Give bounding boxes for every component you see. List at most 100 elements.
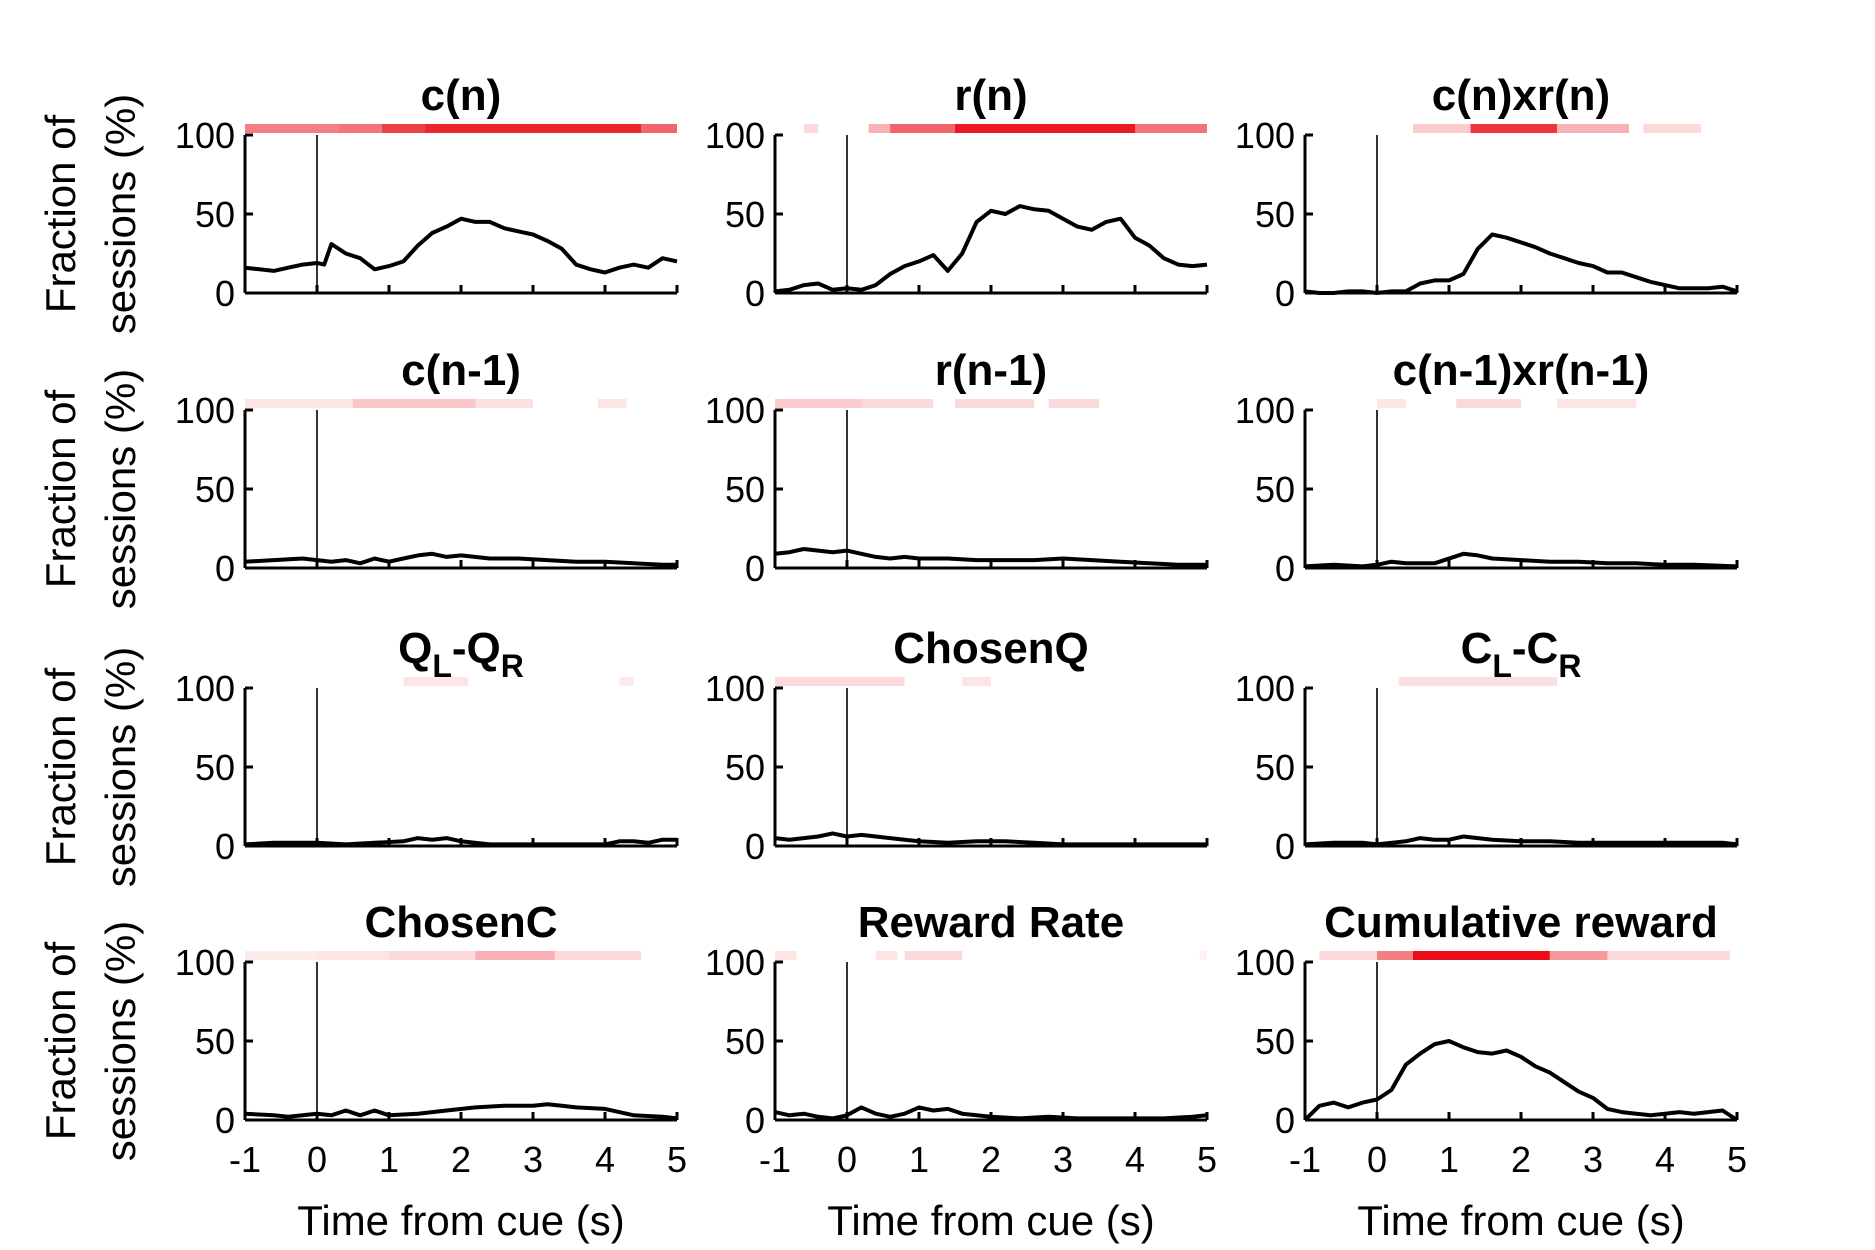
significance-segment	[1557, 124, 1629, 133]
y-tick-label: 100	[705, 942, 765, 983]
y-tick-label: 0	[215, 826, 235, 867]
x-tick-label: 1	[909, 1139, 929, 1180]
y-tick-label: 50	[1255, 1021, 1295, 1062]
significance-segment	[962, 677, 991, 686]
x-tick-label: 1	[379, 1139, 399, 1180]
y-tick-label: 50	[195, 194, 235, 235]
panel-title: CL-CR	[1461, 624, 1582, 684]
x-tick-label: 4	[1655, 1139, 1675, 1180]
significance-segment	[1549, 951, 1608, 960]
significance-segment	[890, 124, 955, 133]
series-line	[1304, 232, 1738, 295]
y-tick-label: 50	[1255, 469, 1295, 510]
significance-segment	[775, 677, 905, 686]
y-tick-label: 0	[215, 1100, 235, 1141]
significance-segment	[1048, 399, 1099, 408]
y-tick-label: 0	[215, 273, 235, 314]
significance-segment	[641, 124, 677, 133]
y-axis-title-line2: sessions (%)	[97, 94, 144, 334]
y-tick-label: 0	[1275, 548, 1295, 589]
y-tick-label: 100	[175, 668, 235, 709]
series-line	[244, 1102, 678, 1121]
significance-segment	[1557, 399, 1637, 408]
panel-1: r(n) 0 50 100	[705, 71, 1209, 314]
x-tick-label: 2	[981, 1139, 1001, 1180]
panel-8: CL-CR 0 50 100	[1235, 624, 1739, 867]
y-axis-title-line2: sessions (%)	[97, 369, 144, 609]
x-tick-label: 3	[523, 1139, 543, 1180]
panel-title: QL-QR	[398, 624, 524, 684]
y-tick-label: 100	[705, 390, 765, 431]
significance-segment	[317, 951, 389, 960]
y-tick-label: 100	[175, 942, 235, 983]
y-tick-label: 50	[1255, 194, 1295, 235]
series-line	[774, 547, 1207, 567]
series-line	[1304, 551, 1738, 569]
significance-segment	[1607, 951, 1730, 960]
significance-segment	[775, 399, 862, 408]
panel-title: c(n-1)	[401, 346, 521, 395]
x-tick-label: 0	[307, 1139, 327, 1180]
y-tick-label: 100	[705, 115, 765, 156]
series-line	[1304, 834, 1738, 847]
significance-segment	[1643, 124, 1701, 133]
panel-title: r(n)	[954, 71, 1027, 120]
series-line	[244, 551, 677, 567]
significance-segment	[955, 124, 1135, 133]
y-tick-label: 50	[725, 194, 765, 235]
panel-0: c(n) 0 50 100	[175, 71, 679, 314]
panel-title: c(n)	[421, 71, 502, 120]
y-axis-labels: Fraction of sessions (%) Fraction of sessio…	[37, 94, 144, 1161]
x-tick-label: 4	[1125, 1139, 1145, 1180]
x-tick-label: 5	[667, 1139, 687, 1180]
significance-segment	[353, 399, 476, 408]
x-tick-label: 0	[1367, 1139, 1387, 1180]
significance-segment	[245, 951, 317, 960]
series-line	[774, 204, 1208, 294]
significance-segment	[1377, 951, 1413, 960]
x-axis-title: Time from cue (s)	[827, 1197, 1154, 1244]
panel-5: c(n-1)xr(n-1) 0 50 100	[1235, 346, 1739, 589]
significance-segment	[875, 951, 898, 960]
panel-title: ChosenC	[364, 898, 557, 947]
y-tick-label: 50	[195, 747, 235, 788]
x-tick-label: -1	[759, 1139, 791, 1180]
significance-segment	[403, 677, 469, 686]
y-tick-label: 0	[745, 1100, 765, 1141]
y-axis-title-line2: sessions (%)	[97, 647, 144, 887]
panel-title: r(n-1)	[935, 346, 1047, 395]
significance-segment	[597, 399, 627, 408]
series-line	[1303, 1039, 1739, 1122]
panel-2: c(n)xr(n) 0 50 100	[1235, 71, 1739, 314]
y-tick-label: 0	[745, 273, 765, 314]
y-tick-label: 50	[195, 469, 235, 510]
y-tick-label: 100	[705, 668, 765, 709]
significance-segment	[775, 951, 797, 960]
y-tick-label: 100	[1235, 668, 1295, 709]
y-tick-label: 50	[725, 1021, 765, 1062]
significance-segment	[1319, 951, 1377, 960]
panel-3: c(n-1) 0 50 100	[175, 346, 679, 589]
significance-segment	[1377, 399, 1406, 408]
significance-segment	[1135, 124, 1207, 133]
panel-title: ChosenQ	[893, 624, 1089, 673]
y-tick-label: 0	[1275, 826, 1295, 867]
significance-segment	[245, 399, 353, 408]
panel-title: Cumulative reward	[1324, 898, 1718, 947]
y-tick-label: 0	[1275, 273, 1295, 314]
significance-segment	[955, 399, 1035, 408]
y-tick-label: 100	[1235, 942, 1295, 983]
y-tick-label: 50	[725, 747, 765, 788]
x-tick-label: 3	[1053, 1139, 1073, 1180]
significance-segment	[338, 124, 382, 133]
significance-segment	[1413, 124, 1471, 133]
y-tick-label: 100	[1235, 115, 1295, 156]
x-tick-label: -1	[229, 1139, 261, 1180]
panel-grid: c(n)050100r(n)050100c(n)xr(n)050100c(n-1…	[175, 71, 1747, 1180]
x-tick-label: 5	[1727, 1139, 1747, 1180]
significance-segment	[904, 951, 963, 960]
y-axis-title-line1: Fraction of	[37, 941, 84, 1140]
